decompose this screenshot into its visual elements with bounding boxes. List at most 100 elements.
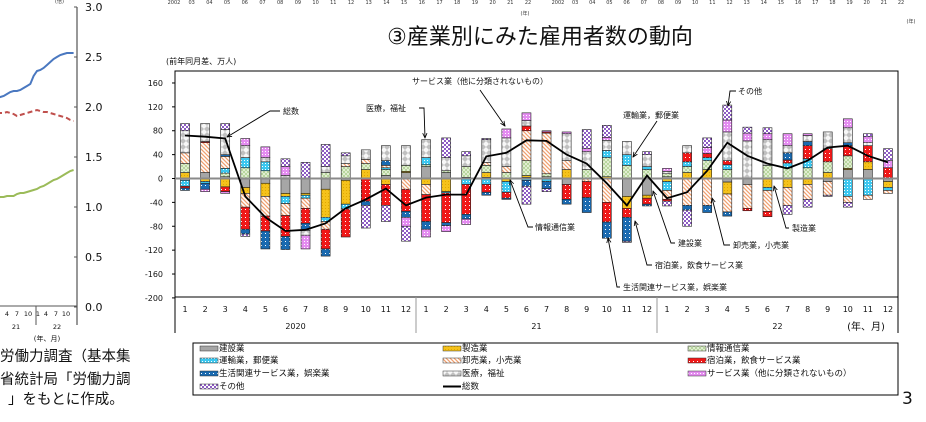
left-y-tick-label: 0.0 bbox=[85, 301, 103, 314]
stacked-bar bbox=[381, 146, 390, 222]
bar-segment bbox=[401, 165, 410, 171]
bar-segment bbox=[783, 179, 792, 188]
y-tick-label: 160 bbox=[148, 79, 163, 88]
bar-segment bbox=[261, 147, 270, 158]
stacked-bar bbox=[803, 134, 812, 207]
bar-segment bbox=[381, 170, 390, 176]
bar-segment bbox=[883, 149, 892, 161]
bar-segment bbox=[823, 181, 832, 195]
bar-segment bbox=[241, 168, 250, 179]
month-tick-label: 6 bbox=[765, 305, 770, 314]
stacked-bar bbox=[422, 140, 431, 237]
bar-segment bbox=[683, 205, 692, 210]
bar-segment bbox=[361, 205, 370, 228]
bar-segment bbox=[803, 134, 812, 136]
bar-segment bbox=[401, 211, 410, 217]
top-year-tick: 11 bbox=[709, 0, 715, 6]
month-tick-label: 5 bbox=[263, 305, 268, 314]
legend-label: 生活関連サービス業，娯楽業 bbox=[219, 368, 330, 379]
x-axis-unit: (年、月) bbox=[847, 320, 885, 333]
bar-segment bbox=[462, 152, 471, 156]
bar-segment bbox=[622, 179, 631, 197]
bar-segment bbox=[381, 165, 390, 167]
bar-segment bbox=[622, 155, 631, 166]
y-tick-label: -160 bbox=[145, 270, 163, 279]
annotation-leader-line bbox=[419, 108, 425, 138]
top-year-tick: 07 bbox=[641, 0, 647, 6]
month-tick-label: 8 bbox=[323, 305, 328, 314]
month-tick-label: 11 bbox=[622, 305, 632, 314]
bar-segment bbox=[823, 195, 832, 196]
month-tick-label: 12 bbox=[401, 305, 411, 314]
month-tick-label: 9 bbox=[584, 305, 589, 314]
bar-segment bbox=[803, 136, 812, 142]
bar-segment bbox=[642, 195, 651, 198]
bar-segment bbox=[803, 184, 812, 199]
bar-segment bbox=[301, 230, 310, 235]
bar-segment bbox=[622, 141, 631, 154]
bar-segment bbox=[462, 167, 471, 178]
bar-segment bbox=[462, 156, 471, 167]
legend-label: サービス業（他に分類されないもの） bbox=[707, 368, 852, 379]
left-y-tick-label: 3.0 bbox=[85, 1, 103, 14]
left-x-tick-label: 1 bbox=[36, 310, 40, 318]
stacked-bar bbox=[201, 124, 210, 192]
bar-segment bbox=[281, 236, 290, 249]
bar-segment bbox=[663, 171, 672, 173]
month-tick-label: 1 bbox=[423, 305, 428, 314]
top-year-tick: 05 bbox=[224, 0, 230, 6]
bar-segment bbox=[763, 128, 772, 134]
left-x-tick-label: 7 bbox=[15, 310, 19, 318]
bar-segment bbox=[241, 139, 250, 146]
bar-segment bbox=[602, 137, 611, 140]
bar-segment bbox=[221, 173, 230, 177]
bar-segment bbox=[883, 190, 892, 193]
bar-segment bbox=[723, 165, 732, 170]
top-year-tick: 08 bbox=[277, 0, 283, 6]
bar-segment bbox=[401, 217, 410, 226]
bar-segment bbox=[582, 149, 591, 152]
bar-segment bbox=[301, 235, 310, 249]
legend-item: 生活関連サービス業，娯楽業 bbox=[200, 368, 330, 379]
annotation-label: 建設業 bbox=[678, 238, 702, 248]
legend-swatch bbox=[200, 384, 218, 389]
legend-label: 総数 bbox=[462, 381, 480, 392]
bar-segment bbox=[261, 183, 270, 196]
month-tick-label: 9 bbox=[343, 305, 348, 314]
bar-segment bbox=[341, 156, 350, 164]
top-year-tick: 18 bbox=[454, 0, 460, 6]
bar-segment bbox=[723, 170, 732, 179]
month-tick-label: 3 bbox=[464, 305, 469, 314]
bar-segment bbox=[301, 198, 310, 208]
left-x-tick-label: 10 bbox=[62, 310, 70, 318]
annotation-leader-line bbox=[480, 90, 505, 126]
legend-swatch bbox=[200, 346, 218, 351]
month-tick-label: 12 bbox=[883, 305, 893, 314]
top-year-tick: 14 bbox=[761, 0, 767, 6]
source-line-1: 労働力調査（基本集 bbox=[0, 348, 131, 365]
top-year-tick: 20 bbox=[489, 0, 495, 6]
bar-segment bbox=[201, 183, 210, 189]
bar-segment bbox=[703, 153, 712, 157]
bar-segment bbox=[401, 146, 410, 166]
bar-segment bbox=[361, 150, 370, 160]
year-label: 2020 bbox=[285, 322, 305, 331]
bar-segment bbox=[723, 105, 732, 120]
month-tick-label: 10 bbox=[361, 305, 371, 314]
bar-segment bbox=[201, 143, 210, 173]
left-series-line-0 bbox=[0, 53, 74, 98]
legend-label: 情報通信業 bbox=[707, 343, 750, 354]
bar-segment bbox=[482, 139, 491, 140]
top-year-tick: 21 bbox=[507, 0, 513, 6]
bar-segment bbox=[602, 150, 611, 157]
month-tick-label: 4 bbox=[725, 305, 730, 314]
bar-segment bbox=[241, 234, 250, 236]
bar-segment bbox=[642, 204, 651, 206]
month-tick-label: 9 bbox=[825, 305, 830, 314]
bar-segment bbox=[221, 130, 230, 155]
annotation-label: 医療，福祉 bbox=[366, 103, 406, 113]
top-year-tick: 11 bbox=[330, 0, 336, 6]
bar-segment bbox=[401, 226, 410, 241]
legend-swatch bbox=[688, 358, 706, 363]
